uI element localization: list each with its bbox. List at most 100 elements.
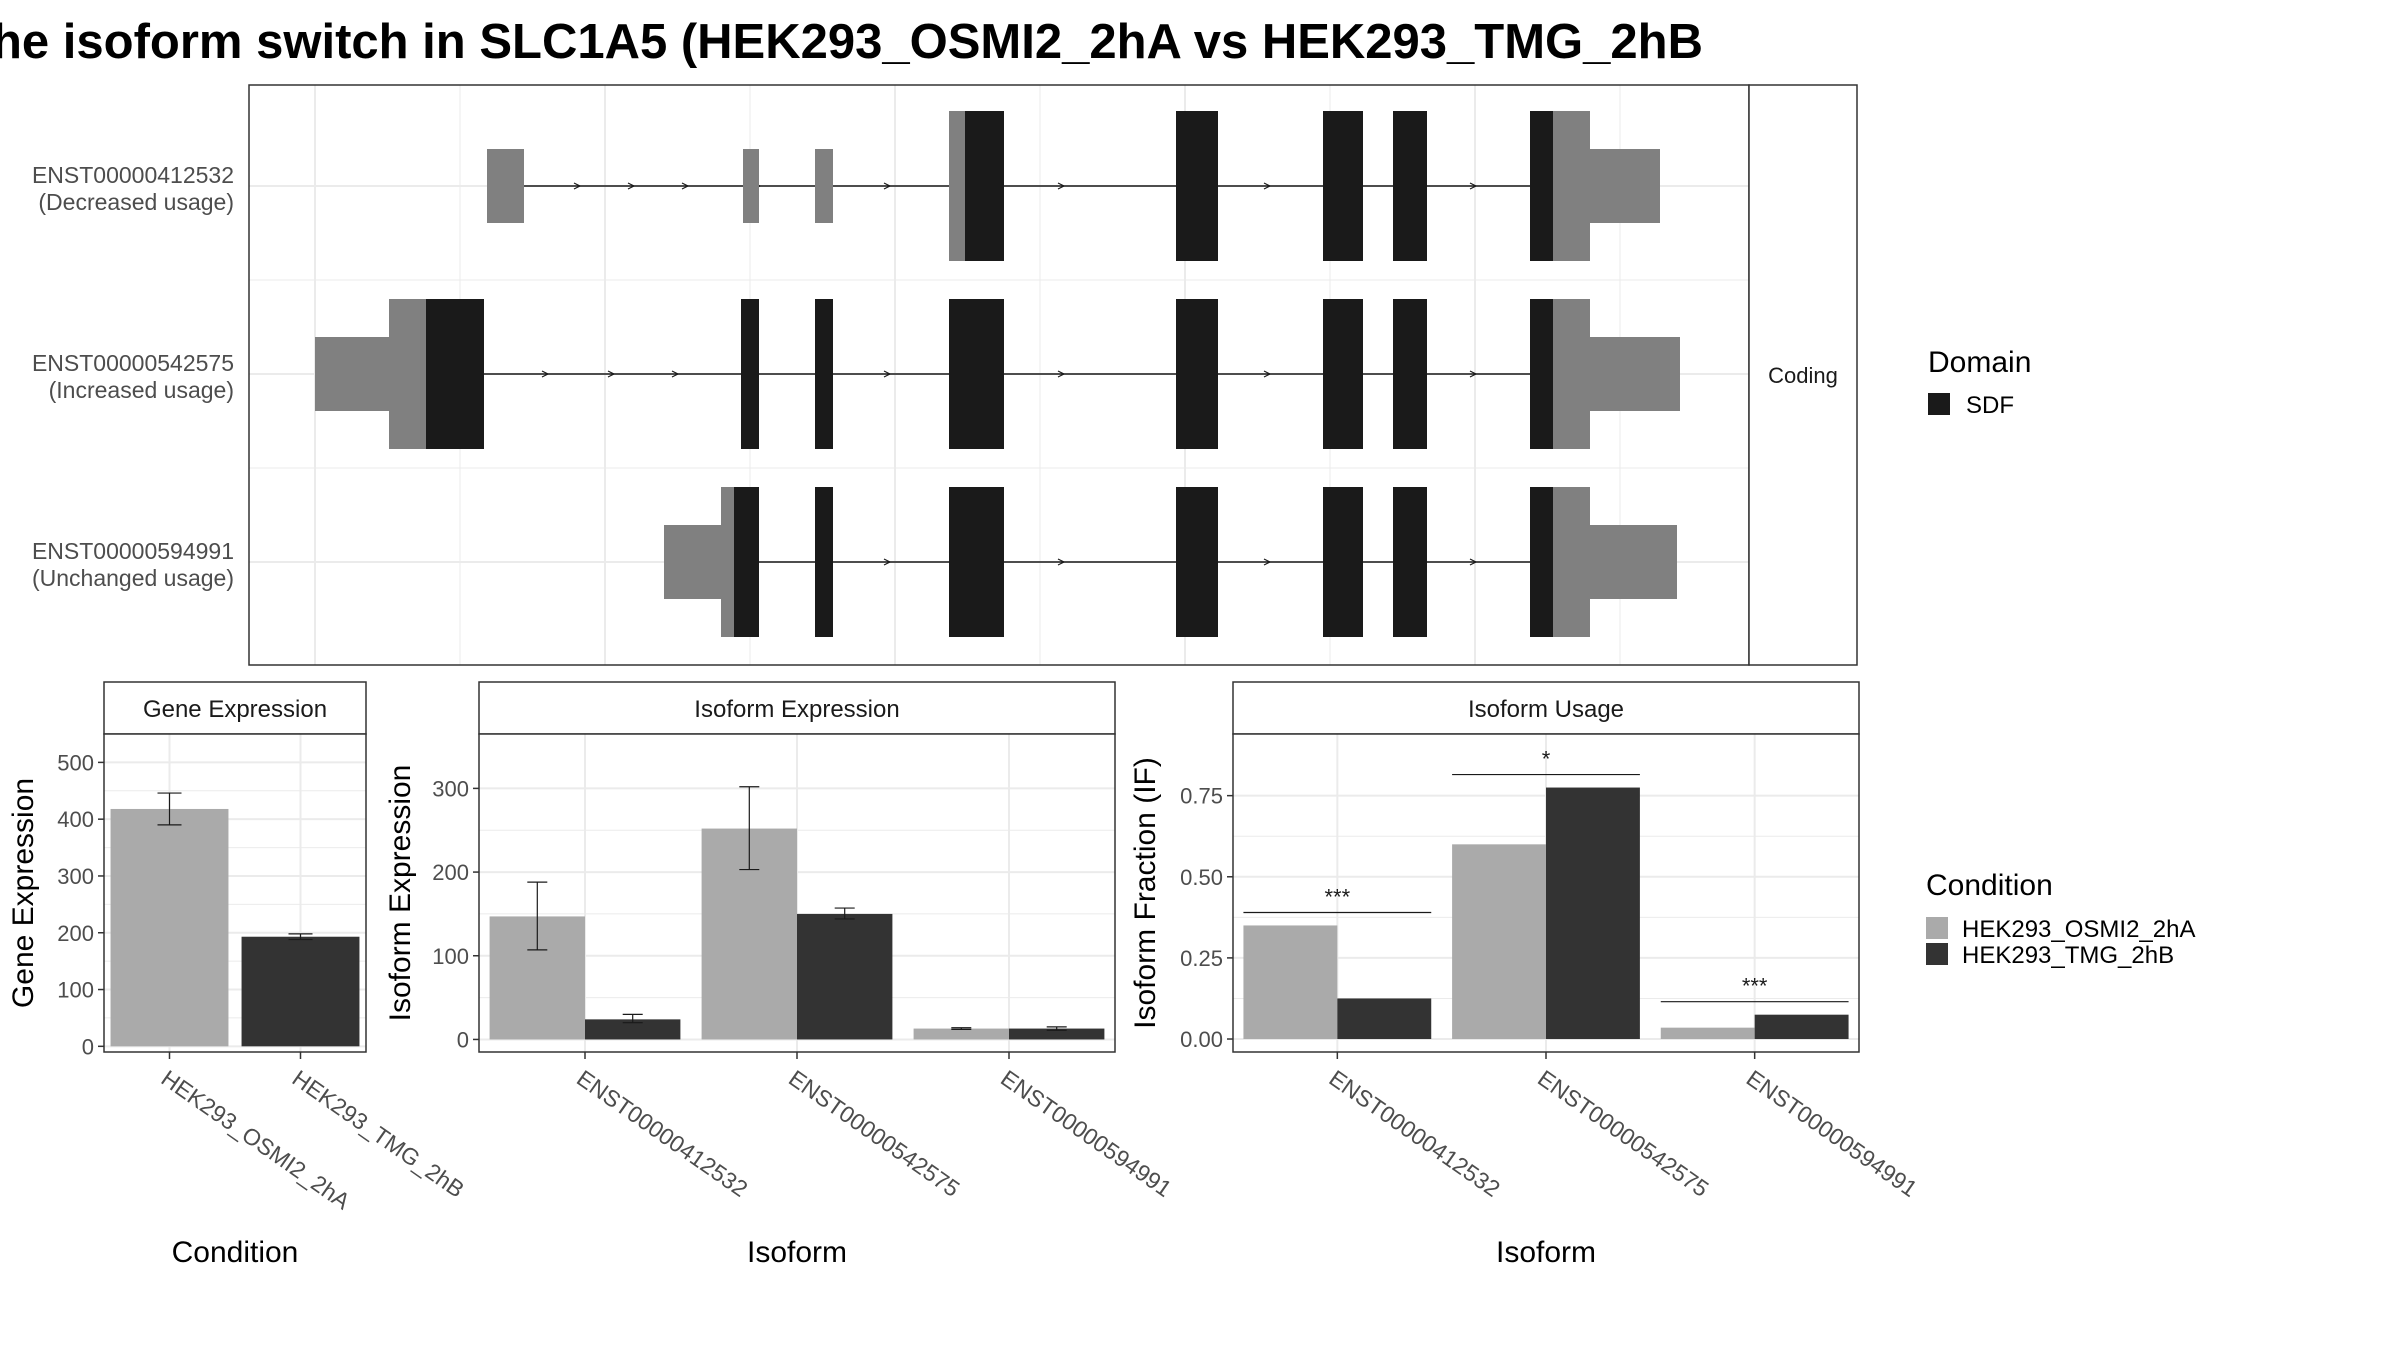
x-tick-label: ENST00000542575 [784, 1065, 964, 1202]
sdf-domain-exon [1393, 487, 1427, 637]
chart-strip [103, 681, 367, 735]
y-tick-label: 0.00 [1180, 1027, 1223, 1052]
utr-exon [1590, 525, 1677, 599]
x-axis-label: Condition [172, 1236, 299, 1269]
x-axis-label: Isoform [747, 1236, 847, 1269]
chart-isoform-usage: Isoform Usage0.000.250.500.75*******ENST… [1129, 681, 1922, 1269]
isoform-usage-label: (Decreased usage) [38, 189, 234, 215]
intron-arrow [1263, 182, 1272, 190]
y-tick-label: 500 [57, 750, 94, 775]
chart-strip [478, 681, 1116, 735]
y-tick-label: 0 [457, 1027, 469, 1052]
domain-legend: Domain SDF [1928, 346, 2031, 419]
isoform-id-label: ENST00000542575 [32, 350, 234, 376]
x-tick-label: ENST00000542575 [1533, 1065, 1713, 1202]
bar [1754, 1014, 1849, 1040]
sdf-domain-exon [949, 487, 1004, 637]
x-tick-label: ENST00000594991 [996, 1065, 1176, 1202]
intron-arrow [1469, 182, 1478, 190]
isoform-id-label: ENST00000594991 [32, 538, 234, 564]
utr-exon [1553, 487, 1590, 637]
sdf-domain-exon [1323, 111, 1363, 261]
sdf-domain-exon [1393, 299, 1427, 449]
bar-charts: Gene Expression0100200300400500HEK293_OS… [7, 681, 1922, 1269]
sdf-domain-exon [1530, 299, 1553, 449]
utr-exon [815, 149, 833, 223]
utr-exon [1590, 149, 1660, 223]
isoform-id-label: ENST00000412532 [32, 162, 234, 188]
bar [1243, 925, 1338, 1040]
y-tick-label: 0.50 [1180, 865, 1223, 890]
intron-arrow [1469, 558, 1478, 566]
sdf-domain-exon [1323, 299, 1363, 449]
y-tick-label: 200 [432, 860, 469, 885]
y-tick-label: 200 [57, 921, 94, 946]
significance-label: *** [1324, 884, 1350, 909]
chart-title: Gene Expression [143, 696, 327, 723]
y-tick-label: 300 [432, 776, 469, 801]
y-axis-label: Gene Expression [7, 778, 40, 1008]
significance-label: *** [1742, 974, 1768, 999]
sdf-domain-exon [426, 299, 484, 449]
sdf-domain-exon [815, 299, 833, 449]
y-axis-label: Isoform Fraction (IF) [1129, 757, 1162, 1029]
domain-legend-title: Domain [1928, 346, 2031, 379]
condition-legend-label-b: HEK293_TMG_2hB [1962, 942, 2174, 969]
bar [1337, 998, 1432, 1040]
sdf-domain-exon [741, 299, 759, 449]
bar [1452, 844, 1546, 1040]
x-tick-label: ENST00000412532 [1324, 1065, 1504, 1202]
isoform-structure-panel: Coding ENST00000412532(Decreased usage) E… [32, 84, 1858, 666]
figure-title: he isoform switch in SLC1A5 (HEK293_OSMI… [0, 15, 1703, 69]
utr-exon [949, 111, 965, 261]
domain-legend-label-sdf: SDF [1966, 392, 2014, 419]
bar [797, 913, 893, 1040]
plot-border [103, 733, 367, 1053]
intron-arrow [1263, 558, 1272, 566]
sdf-domain-exon [815, 487, 833, 637]
utr-exon [664, 525, 721, 599]
bar [1009, 1028, 1105, 1040]
intron-arrow [1263, 370, 1272, 378]
chart-title: Isoform Expression [694, 696, 899, 723]
sdf-domain-exon [1530, 487, 1553, 637]
intron-arrow [627, 182, 636, 190]
significance-label: * [1542, 747, 1551, 772]
x-tick-label: ENST00000594991 [1742, 1065, 1922, 1202]
sdf-domain-exon [1176, 299, 1218, 449]
condition-legend-title: Condition [1926, 869, 2053, 902]
y-tick-label: 0.25 [1180, 946, 1223, 971]
condition-legend-swatch-b [1926, 943, 1948, 965]
structure-strip [1748, 84, 1858, 666]
utr-exon [1553, 111, 1590, 261]
chart-gene-expression: Gene Expression0100200300400500HEK293_OS… [7, 681, 469, 1269]
intron-arrow [1469, 370, 1478, 378]
sdf-domain-exon [949, 299, 1004, 449]
y-tick-label: 100 [57, 978, 94, 1003]
utr-exon [1553, 299, 1590, 449]
utr-exon [721, 487, 734, 637]
bar [913, 1028, 1009, 1040]
intron-arrow [1057, 558, 1066, 566]
chart-isoform-expression: Isoform Expression 0 100 200 300 ENST00000412… [384, 681, 1177, 1269]
isoform-usage-label: (Unchanged usage) [32, 565, 234, 591]
sdf-domain-exon [1323, 487, 1363, 637]
utr-exon [487, 149, 524, 223]
bar [1546, 787, 1640, 1040]
intron-arrow [883, 370, 892, 378]
sdf-domain-exon [1393, 111, 1427, 261]
utr-exon [1590, 337, 1680, 411]
intron-arrow [607, 370, 616, 378]
domain-legend-swatch [1928, 393, 1950, 415]
bar [1660, 1027, 1755, 1040]
x-axis-label: Isoform [1496, 1236, 1596, 1269]
intron-arrow [883, 558, 892, 566]
y-tick-label: 300 [57, 864, 94, 889]
condition-legend: Condition HEK293_OSMI2_2hA HEK293_TMG_2h… [1926, 869, 2195, 969]
y-tick-label: 100 [432, 944, 469, 969]
isoform-usage-label: (Increased usage) [49, 377, 234, 403]
bar [585, 1019, 681, 1040]
y-tick-label: 0 [82, 1034, 94, 1059]
sdf-domain-exon [965, 111, 1004, 261]
